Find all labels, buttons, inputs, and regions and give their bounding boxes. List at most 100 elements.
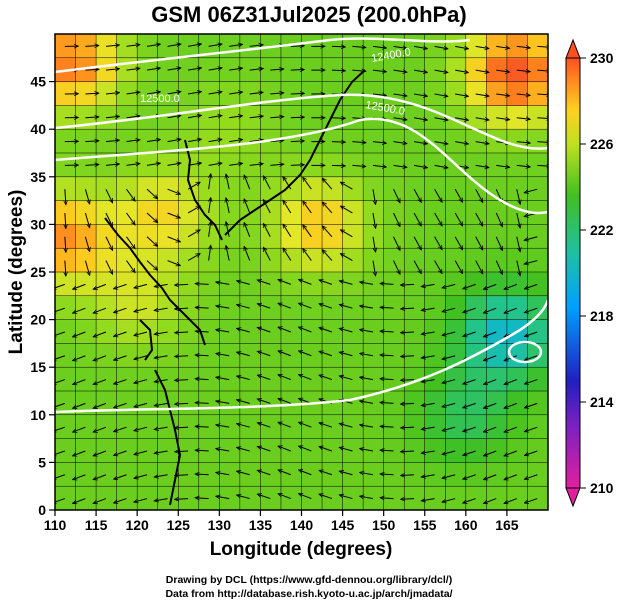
- wind-arrow: [237, 400, 250, 404]
- heat-cell: [55, 486, 77, 510]
- heat-cell: [239, 414, 262, 440]
- heat-cell: [363, 367, 385, 392]
- heat-cell: [486, 295, 508, 321]
- wind-arrow: [442, 450, 456, 454]
- wind-arrow: [196, 450, 209, 451]
- heat-cell: [404, 272, 426, 297]
- heat-cell: [75, 343, 97, 368]
- wind-arrow: [208, 139, 222, 141]
- heat-cell: [465, 438, 487, 463]
- wind-arrow: [525, 188, 538, 192]
- y-axis-label: Latitude (degrees): [6, 190, 27, 355]
- wind-arrow: [188, 139, 201, 141]
- colorbar-tick-label: 222: [590, 222, 614, 238]
- heat-cell: [260, 248, 282, 273]
- wind-arrow: [504, 379, 517, 385]
- heat-cell: [424, 295, 446, 321]
- wind-arrow: [422, 356, 435, 358]
- wind-arrow: [237, 424, 250, 428]
- wind-arrow: [475, 142, 489, 144]
- wind-arrow: [155, 284, 168, 286]
- heat-cell: [280, 295, 303, 321]
- wind-arrow: [380, 307, 394, 308]
- wind-arrow: [216, 401, 230, 403]
- wind-arrow: [208, 163, 222, 165]
- heat-cell: [445, 272, 467, 297]
- wind-arrow: [537, 46, 548, 47]
- wind-arrow: [341, 254, 353, 262]
- wind-arrow: [504, 307, 517, 313]
- heat-cell: [506, 224, 529, 249]
- heat-cell: [301, 462, 323, 487]
- wind-arrow: [278, 303, 291, 309]
- heat-cell: [157, 367, 179, 392]
- wind-arrow: [484, 426, 497, 432]
- wind-arrow: [434, 70, 448, 72]
- heat-cell: [445, 200, 467, 225]
- wind-arrow: [175, 380, 189, 381]
- wind-arrow: [372, 236, 376, 252]
- wind-arrow: [270, 117, 283, 118]
- wind-arrow: [454, 212, 462, 226]
- heat-cell: [280, 200, 303, 225]
- heat-cell: [96, 272, 118, 297]
- wind-arrow: [341, 206, 353, 214]
- wind-arrow: [496, 165, 509, 167]
- heat-cell: [137, 414, 159, 440]
- heat-cell: [527, 391, 548, 416]
- heat-cell: [301, 367, 323, 392]
- heat-cell: [322, 438, 344, 463]
- heat-cell: [219, 343, 241, 368]
- wind-arrow: [216, 306, 230, 308]
- heat-cell: [527, 438, 548, 463]
- colorbar-tick-label: 230: [590, 50, 614, 66]
- colorbar: 210 214 218 222 226 230: [565, 38, 614, 508]
- heat-cell: [465, 414, 487, 440]
- wind-arrow: [442, 355, 456, 359]
- wind-arrow: [463, 402, 476, 407]
- wind-arrow: [216, 330, 230, 332]
- wind-arrow: [55, 283, 66, 288]
- wind-arrow: [340, 495, 353, 500]
- heat-cell: [219, 414, 241, 440]
- heat-cell: [219, 224, 241, 249]
- heat-cell: [445, 414, 467, 440]
- heat-cell: [527, 295, 548, 321]
- wind-arrow: [475, 260, 483, 274]
- heat-cell: [404, 176, 426, 202]
- heat-cell: [363, 343, 385, 368]
- wind-arrow: [105, 93, 119, 94]
- heat-cell: [486, 319, 508, 344]
- wind-arrow: [209, 222, 211, 237]
- wind-arrow: [258, 423, 271, 428]
- heat-cell: [424, 414, 446, 440]
- heat-cell: [239, 343, 262, 368]
- heat-cell: [527, 176, 548, 202]
- wind-arrow: [516, 142, 530, 143]
- wind-arrow: [65, 260, 66, 276]
- heat-cell: [75, 200, 97, 225]
- wind-arrow: [525, 379, 538, 384]
- heat-cell: [260, 367, 282, 392]
- wind-arrow: [413, 165, 427, 167]
- coastline-japan: [224, 69, 366, 236]
- heat-cell: [486, 248, 508, 273]
- wind-arrow: [249, 69, 263, 71]
- wind-arrow: [442, 283, 456, 287]
- wind-arrow: [290, 141, 304, 142]
- wind-arrow: [208, 68, 222, 70]
- wind-arrow: [516, 118, 530, 119]
- wind-arrow: [393, 212, 400, 226]
- x-tick-label: 135: [249, 517, 273, 533]
- wind-arrow: [278, 446, 291, 452]
- wind-arrow: [413, 70, 427, 72]
- wind-arrow: [352, 142, 365, 143]
- contour-label-3: 12500.0: [140, 93, 180, 105]
- wind-arrow: [278, 399, 291, 404]
- heat-cell: [219, 295, 241, 321]
- heat-cell: [445, 486, 467, 510]
- heat-cell: [75, 367, 97, 392]
- wind-arrow: [278, 375, 291, 381]
- wind-arrow: [114, 426, 127, 431]
- wind-arrow: [422, 284, 435, 286]
